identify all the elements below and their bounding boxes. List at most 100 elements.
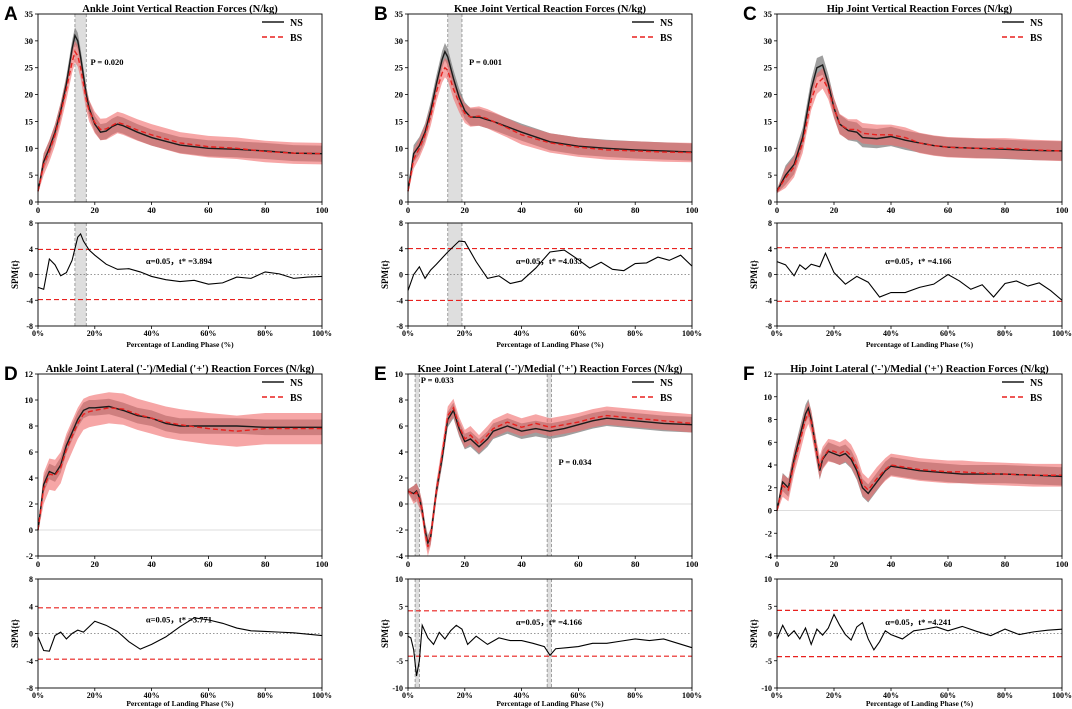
x-tick-label: 100 — [316, 559, 329, 569]
spm-y-tick-label: 8 — [768, 219, 772, 228]
axes-frame — [776, 13, 1063, 203]
y-tick-label: 5 — [768, 170, 772, 180]
axes-frame — [37, 13, 323, 203]
spm-y-tick-label: 0 — [768, 271, 772, 280]
spm-y-tick-label: -5 — [765, 657, 772, 666]
x-tick-label: 80 — [631, 205, 640, 215]
y-tick-label: 15 — [395, 116, 404, 126]
spm-x-tick-label: 20% — [87, 691, 103, 700]
spm-t-curve — [776, 613, 1063, 651]
y-tick-label: 2 — [768, 483, 772, 493]
x-tick-label: 60 — [204, 559, 213, 569]
x-tick-label: 40 — [517, 205, 526, 215]
y-tick-label: 4 — [768, 460, 773, 470]
spm-threshold-label: α=0.05，t* =4.166 — [516, 617, 582, 627]
band-bs — [777, 68, 1062, 194]
series-line-bs — [776, 410, 1062, 511]
x-tick-label: 100 — [1056, 205, 1069, 215]
x-tick-label: 40 — [887, 559, 896, 569]
x-tick-label: 20 — [830, 205, 839, 215]
spm-y-tick-label: -8 — [26, 322, 33, 331]
x-tick-label: 80 — [1001, 205, 1010, 215]
y-tick-label: 2 — [29, 499, 33, 509]
sig-region — [447, 14, 462, 202]
spm-y-tick-label: -10 — [761, 684, 772, 693]
spm-x-tick-label: 100% — [1052, 329, 1072, 338]
main-plot-f: -4 -2 0 2 4 6 8 10 12 0 20 40 60 80 100 Hip Joint Later… — [743, 364, 1068, 569]
x-tick-label: 60 — [574, 205, 583, 215]
spm-y-axis-label: SPM{t} — [749, 260, 759, 290]
x-tick-label: 60 — [574, 559, 583, 569]
panel-letter: D — [4, 364, 18, 385]
series-line-bs — [407, 66, 693, 192]
spm-y-tick-label: 4 — [768, 245, 772, 254]
x-tick-label: 20 — [91, 559, 100, 569]
spm-t-curve — [37, 232, 323, 291]
panel-letter: E — [374, 364, 387, 385]
y-tick-label: 10 — [25, 143, 34, 153]
y-tick-label: 20 — [395, 90, 404, 100]
y-tick-label: 10 — [764, 392, 773, 402]
spm-y-tick-label: -4 — [396, 296, 403, 305]
y-tick-label: 20 — [25, 90, 34, 100]
chart-title: Knee Joint Vertical Reaction Forces (N/k… — [454, 4, 646, 15]
spm-x-tick-label: 0% — [771, 691, 783, 700]
band-bs — [777, 401, 1062, 513]
y-tick-label: 8 — [399, 395, 403, 405]
spm-y-tick-label: -10 — [392, 684, 403, 693]
y-tick-label: -4 — [765, 551, 773, 561]
series-line-ns — [37, 405, 322, 531]
spm-x-axis-label: Percentage of Landing Phase (%) — [496, 699, 604, 708]
y-tick-label: 10 — [25, 395, 34, 405]
band-bs — [38, 392, 322, 534]
spm-x-axis-label: Percentage of Landing Phase (%) — [866, 340, 974, 349]
legend-label-ns: NS — [660, 18, 673, 29]
axes-frame — [407, 13, 693, 203]
y-tick-label: 10 — [395, 369, 404, 379]
x-tick-label: 60 — [944, 559, 953, 569]
chart-title: Knee Joint Lateral ('-')/Medial ('+') Re… — [417, 364, 683, 375]
p-value-annotation: P = 0.034 — [559, 457, 593, 467]
legend-label-bs: BS — [290, 33, 303, 44]
spm-y-tick-label: -8 — [26, 684, 33, 693]
series-line-ns — [776, 406, 1063, 511]
spm-x-tick-label: 60% — [570, 691, 586, 700]
spm-x-tick-label: 100% — [1052, 691, 1072, 700]
y-tick-label: 0 — [29, 525, 33, 535]
y-tick-label: 35 — [764, 9, 773, 19]
legend-label-bs: BS — [1030, 33, 1043, 44]
spm-y-tick-label: 4 — [29, 245, 33, 254]
spm-x-tick-label: 0% — [771, 329, 783, 338]
y-tick-label: 12 — [764, 369, 773, 379]
spm-x-tick-label: 40% — [514, 329, 530, 338]
band-bs — [408, 398, 692, 556]
spm-x-tick-label: 40% — [144, 691, 160, 700]
y-tick-label: 30 — [764, 36, 773, 46]
x-tick-label: 20 — [461, 205, 470, 215]
y-tick-label: 4 — [399, 447, 404, 457]
chart-title: Hip Joint Lateral ('-')/Medial ('+') Rea… — [790, 364, 1049, 375]
spm-y-tick-label: 0 — [399, 271, 403, 280]
spm-x-tick-label: 20% — [457, 329, 473, 338]
x-tick-label: 20 — [830, 559, 839, 569]
spm-y-tick-label: 4 — [399, 245, 403, 254]
band-bs — [408, 58, 692, 194]
spm-x-tick-label: 20% — [457, 691, 473, 700]
series-line-bs — [776, 77, 1063, 192]
spm-y-tick-label: -4 — [765, 296, 772, 305]
x-tick-label: 0 — [36, 205, 40, 215]
main-plot-a: 0 5 10 15 20 25 30 35 0 20 40 60 80 100 Ankle Joint Ve… — [4, 4, 328, 215]
spm-x-tick-label: 60% — [940, 691, 956, 700]
series-line-bs — [407, 406, 693, 548]
spm-y-tick-label: -4 — [26, 296, 33, 305]
spm-y-tick-label: 10 — [395, 575, 403, 584]
spm-threshold-label: α=0.05，t* =4.166 — [885, 256, 951, 266]
series-line-bs — [37, 407, 322, 531]
